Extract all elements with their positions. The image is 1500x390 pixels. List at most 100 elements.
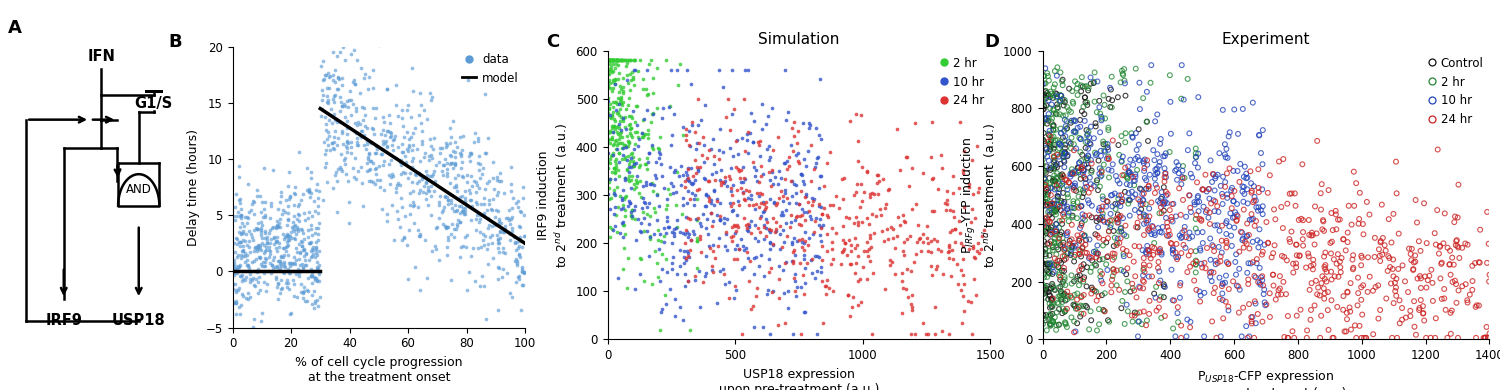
10 hr <box>1203 175 1227 181</box>
10 hr <box>776 288 800 294</box>
10 hr <box>1215 195 1239 201</box>
10 hr <box>1119 172 1143 178</box>
2 hr <box>1062 205 1086 211</box>
24 hr <box>934 197 958 204</box>
Point <box>346 119 370 125</box>
10 hr <box>1174 214 1198 220</box>
10 hr <box>1148 200 1172 206</box>
2 hr <box>640 75 664 81</box>
10 hr <box>1059 250 1083 257</box>
24 hr <box>1299 263 1323 269</box>
24 hr <box>894 154 918 160</box>
Control <box>1040 285 1064 292</box>
10 hr <box>1230 188 1254 195</box>
2 hr <box>1032 73 1056 79</box>
10 hr <box>1124 191 1148 197</box>
24 hr <box>1058 241 1082 247</box>
Point <box>441 184 465 190</box>
10 hr <box>1064 183 1088 189</box>
10 hr <box>693 176 717 182</box>
Control <box>1095 239 1119 246</box>
10 hr <box>1203 261 1227 268</box>
24 hr <box>1426 250 1450 257</box>
2 hr <box>645 66 669 72</box>
2 hr <box>598 128 622 135</box>
2 hr <box>604 184 628 190</box>
10 hr <box>1224 212 1248 218</box>
2 hr <box>1076 157 1100 163</box>
10 hr <box>1215 146 1239 152</box>
2 hr <box>621 153 645 160</box>
10 hr <box>717 200 741 206</box>
10 hr <box>678 254 702 260</box>
10 hr <box>1086 242 1110 248</box>
10 hr <box>768 231 792 237</box>
10 hr <box>1059 174 1083 180</box>
Control <box>1035 230 1059 236</box>
2 hr <box>604 146 628 152</box>
2 hr <box>630 130 654 136</box>
24 hr <box>722 222 746 229</box>
10 hr <box>1136 89 1160 95</box>
2 hr <box>602 165 625 171</box>
2 hr <box>620 113 644 119</box>
Point <box>420 173 444 179</box>
24 hr <box>836 292 860 298</box>
24 hr <box>1262 206 1286 213</box>
Point <box>450 133 474 139</box>
Point <box>339 112 363 119</box>
Point <box>374 140 398 147</box>
10 hr <box>1188 288 1212 294</box>
10 hr <box>1200 242 1224 248</box>
2 hr <box>1066 193 1090 200</box>
10 hr <box>1148 268 1172 275</box>
Point <box>288 289 312 296</box>
10 hr <box>1143 171 1167 177</box>
2 hr <box>1113 130 1137 136</box>
Point <box>390 148 414 154</box>
2 hr <box>1053 319 1077 325</box>
24 hr <box>960 157 984 163</box>
Point <box>354 168 378 174</box>
24 hr <box>1137 248 1161 254</box>
10 hr <box>1244 300 1268 307</box>
Point <box>380 174 404 180</box>
10 hr <box>1041 229 1065 236</box>
24 hr <box>1270 225 1294 231</box>
24 hr <box>698 198 721 204</box>
10 hr <box>1208 228 1231 234</box>
24 hr <box>964 142 988 149</box>
Control <box>1040 295 1064 301</box>
10 hr <box>633 199 657 205</box>
10 hr <box>1068 136 1092 142</box>
10 hr <box>684 216 708 222</box>
2 hr <box>600 57 624 64</box>
10 hr <box>1078 181 1102 187</box>
Control <box>1076 87 1100 94</box>
24 hr <box>1251 319 1275 325</box>
10 hr <box>1240 314 1264 320</box>
Point <box>382 237 406 243</box>
24 hr <box>1461 287 1485 293</box>
Point <box>486 275 510 282</box>
2 hr <box>1059 109 1083 115</box>
10 hr <box>780 193 804 199</box>
2 hr <box>610 266 634 272</box>
2 hr <box>1030 156 1054 163</box>
10 hr <box>794 191 818 197</box>
10 hr <box>1124 130 1148 136</box>
2 hr <box>1083 99 1107 105</box>
10 hr <box>1126 142 1150 148</box>
24 hr <box>784 214 808 220</box>
24 hr <box>1305 230 1329 236</box>
24 hr <box>698 147 721 153</box>
Point <box>427 193 451 199</box>
10 hr <box>1244 320 1268 326</box>
24 hr <box>861 191 885 197</box>
Point <box>254 228 278 234</box>
Point <box>447 203 471 209</box>
2 hr <box>628 194 652 200</box>
24 hr <box>674 184 698 190</box>
2 hr <box>666 82 690 89</box>
24 hr <box>1236 335 1260 341</box>
